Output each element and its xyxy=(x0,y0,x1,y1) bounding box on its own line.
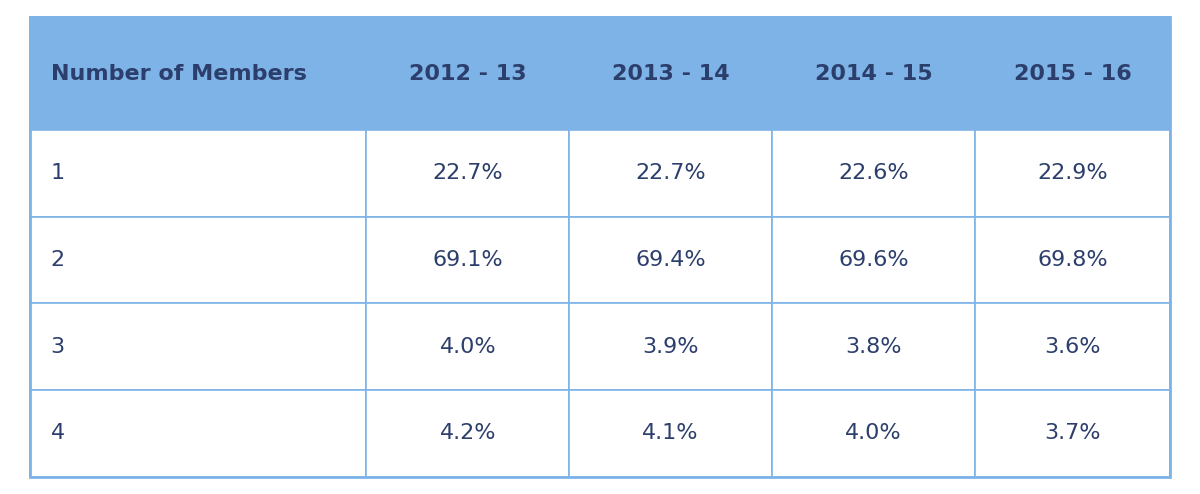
Bar xyxy=(366,390,569,477)
Bar xyxy=(366,303,569,390)
Text: 22.9%: 22.9% xyxy=(1037,163,1108,183)
Bar xyxy=(366,216,569,303)
Text: 4.1%: 4.1% xyxy=(642,423,698,443)
Bar xyxy=(976,130,1170,216)
Text: 69.8%: 69.8% xyxy=(1037,250,1108,270)
Bar xyxy=(30,17,366,130)
Text: 2012 - 13: 2012 - 13 xyxy=(409,64,527,83)
Bar xyxy=(772,303,976,390)
Bar xyxy=(30,303,366,390)
Text: 4.2%: 4.2% xyxy=(439,423,496,443)
Bar xyxy=(569,303,772,390)
Text: 3.7%: 3.7% xyxy=(1044,423,1100,443)
Bar xyxy=(30,216,366,303)
Bar xyxy=(976,216,1170,303)
Bar xyxy=(569,130,772,216)
Text: 69.1%: 69.1% xyxy=(432,250,503,270)
Text: 2: 2 xyxy=(50,250,65,270)
Text: 4.0%: 4.0% xyxy=(439,336,496,357)
Bar xyxy=(366,130,569,216)
Text: 4: 4 xyxy=(50,423,65,443)
Bar xyxy=(976,17,1170,130)
Bar xyxy=(976,303,1170,390)
Text: 3.9%: 3.9% xyxy=(642,336,698,357)
Bar xyxy=(772,17,976,130)
Text: 3: 3 xyxy=(50,336,65,357)
Text: 22.7%: 22.7% xyxy=(432,163,503,183)
Bar xyxy=(976,390,1170,477)
Bar xyxy=(569,17,772,130)
Text: 3.6%: 3.6% xyxy=(1044,336,1100,357)
Bar xyxy=(772,130,976,216)
Text: 2015 - 16: 2015 - 16 xyxy=(1014,64,1132,83)
Text: Number of Members: Number of Members xyxy=(50,64,306,83)
Bar xyxy=(30,130,366,216)
Text: 22.6%: 22.6% xyxy=(839,163,908,183)
Text: 2014 - 15: 2014 - 15 xyxy=(815,64,932,83)
Bar xyxy=(569,216,772,303)
Bar xyxy=(30,390,366,477)
Text: 2013 - 14: 2013 - 14 xyxy=(612,64,730,83)
Text: 1: 1 xyxy=(50,163,65,183)
Bar xyxy=(772,390,976,477)
Text: 4.0%: 4.0% xyxy=(845,423,902,443)
Text: 22.7%: 22.7% xyxy=(635,163,706,183)
Text: 69.4%: 69.4% xyxy=(635,250,706,270)
Bar xyxy=(569,390,772,477)
Bar xyxy=(366,17,569,130)
Bar xyxy=(772,216,976,303)
Text: 3.8%: 3.8% xyxy=(845,336,902,357)
Text: 69.6%: 69.6% xyxy=(839,250,908,270)
